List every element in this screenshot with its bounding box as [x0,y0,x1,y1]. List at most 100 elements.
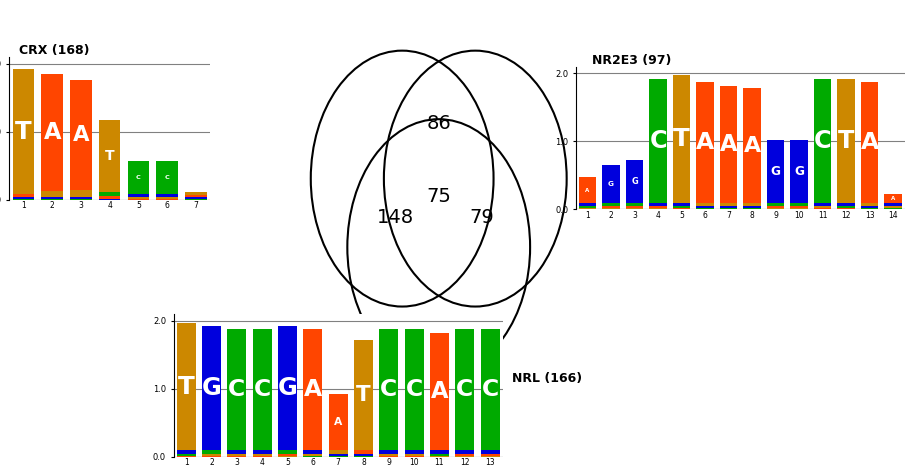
Text: CRX (168): CRX (168) [19,44,90,57]
Bar [128,198,149,200]
Text: A: A [44,121,61,144]
Bar [579,208,596,209]
Bar [99,120,121,192]
Bar [303,329,323,450]
Bar [278,454,297,456]
Bar [430,454,449,456]
Bar [579,206,596,208]
Bar [861,208,878,209]
Bar [861,81,878,203]
Bar [791,140,808,203]
Bar [884,208,902,209]
Bar [884,206,902,208]
Bar [278,327,297,450]
Text: C: C [228,378,246,401]
Text: C: C [482,378,499,401]
Bar [13,195,35,197]
Bar [813,79,832,203]
Bar [253,329,271,450]
Text: T: T [356,385,371,405]
Bar [696,206,714,208]
Bar [379,454,399,456]
Bar [673,208,690,209]
Bar [99,196,121,198]
Bar [481,454,500,456]
Bar [329,450,347,454]
Text: 148: 148 [377,208,414,227]
Text: NRL (166): NRL (166) [512,372,582,385]
Bar [481,450,500,454]
Bar [329,395,347,450]
Bar [99,192,121,196]
Text: C: C [253,378,271,401]
Bar [156,198,178,200]
Bar [354,456,373,457]
Bar [579,178,596,203]
Bar [767,140,784,203]
Bar [481,329,500,450]
Bar [649,206,667,208]
Bar [405,456,423,457]
Bar [626,160,643,203]
Bar [202,450,221,454]
Bar [884,203,902,206]
Bar [720,203,738,206]
Text: C: C [380,378,398,401]
Bar [813,203,832,206]
Text: A: A [430,380,448,403]
Bar [405,454,423,456]
Bar [185,192,207,195]
Bar [455,450,474,454]
Bar [99,198,121,200]
Bar [626,206,643,208]
Text: T: T [674,127,690,151]
Bar [743,206,760,208]
Bar [455,456,474,457]
Bar [673,76,690,203]
Bar [128,197,149,198]
Text: 86: 86 [426,114,452,133]
Bar [626,208,643,209]
Text: C: C [165,175,169,180]
Text: A: A [73,125,90,145]
Bar [861,203,878,206]
Bar [354,450,373,454]
Bar [176,454,196,456]
Bar [228,454,247,456]
Bar [696,203,714,206]
Bar [70,190,91,197]
Text: A: A [334,417,343,427]
Text: A: A [696,130,714,154]
Bar [278,450,297,454]
Bar [884,195,902,203]
Text: A: A [586,188,590,193]
Bar [70,198,91,200]
Bar [303,450,323,454]
Bar [696,208,714,209]
Bar [602,208,620,209]
Bar [253,450,271,454]
Text: G: G [794,165,804,178]
Bar [837,206,855,208]
Bar [303,456,323,457]
Bar [720,206,738,208]
Bar [379,450,399,454]
Text: C: C [813,129,832,153]
Text: 79: 79 [470,208,494,227]
Bar [253,456,271,457]
Bar [41,191,63,197]
Text: G: G [202,377,221,400]
Bar [176,323,196,450]
Bar [156,197,178,198]
Bar [791,206,808,208]
Text: T: T [838,129,855,153]
Bar [430,333,449,450]
Bar [13,197,35,198]
Bar [278,456,297,457]
Bar [41,74,63,191]
Bar [41,198,63,200]
Bar [602,206,620,208]
Bar [228,329,247,450]
Bar [626,203,643,206]
Bar [202,454,221,456]
